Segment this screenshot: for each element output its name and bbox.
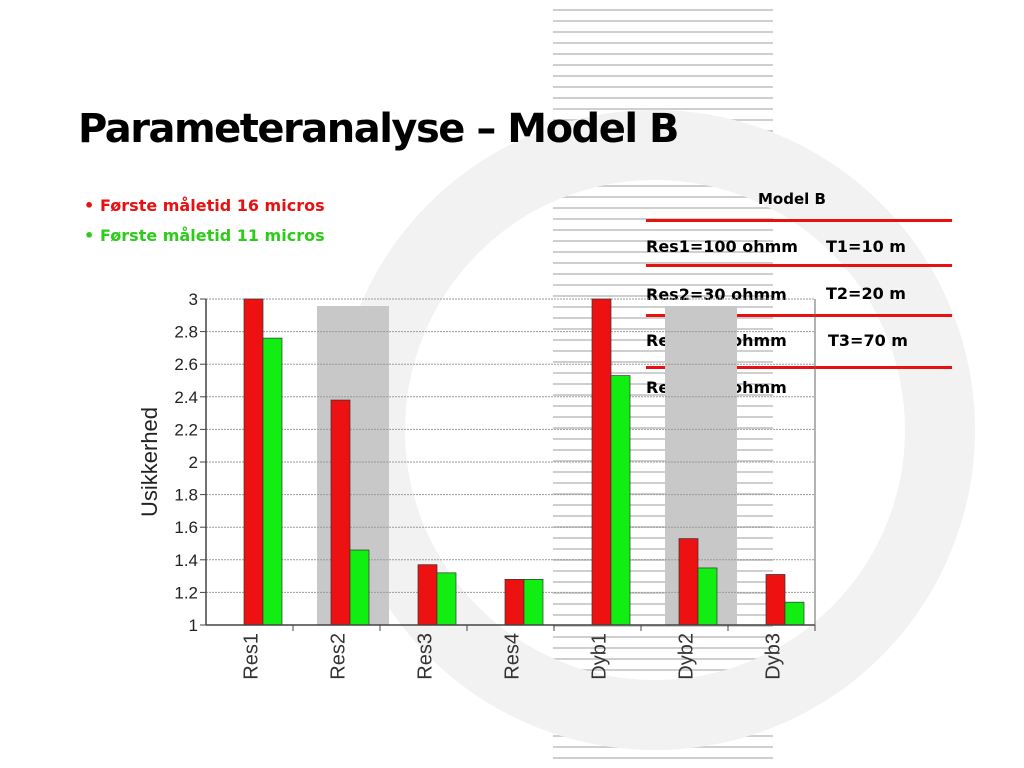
- y-tick-label: 2.2: [174, 420, 198, 439]
- y-axis-label: Usikkerhed: [137, 407, 162, 517]
- y-tick-label: 1: [189, 616, 198, 635]
- bar-res1-series2: [262, 337, 283, 626]
- x-tick-label: Res2: [328, 633, 350, 680]
- bullet-item-red: • Første måletid 16 micros: [84, 194, 325, 224]
- param-t3: T3=70 m: [828, 331, 908, 350]
- bar-res4-series1: [504, 579, 525, 626]
- bar-res3-series2: [436, 572, 457, 626]
- bar-res2-series1: [330, 399, 351, 626]
- y-tick-label: 2.6: [174, 355, 198, 374]
- x-tick-label: Res3: [415, 633, 437, 680]
- bullet-dot: •: [84, 196, 95, 215]
- bar-res2-series2: [349, 549, 370, 626]
- bar-res1-series1: [243, 298, 264, 626]
- bar-dyb2-series2: [697, 567, 718, 626]
- divider-line: [646, 314, 952, 317]
- x-tick-label: Dyb3: [763, 633, 785, 680]
- bullet-dot: •: [84, 226, 95, 245]
- bar-dyb1-series2: [610, 375, 631, 626]
- param-res1: Res1=100 ohmm: [646, 237, 798, 256]
- x-tick-label: Res4: [502, 633, 524, 680]
- x-tick-label: Dyb1: [589, 633, 611, 680]
- y-tick-label: 3: [189, 290, 198, 309]
- param-t2: T2=20 m: [826, 284, 906, 303]
- bullet-item-green: • Første måletid 11 micros: [84, 224, 325, 254]
- bar-dyb2-series1: [678, 538, 699, 626]
- model-params-title: Model B: [758, 190, 826, 208]
- bullet-list: • Første måletid 16 micros • Første måleti…: [84, 194, 325, 254]
- slide-title: Parameteranalyse – Model B: [78, 106, 679, 152]
- y-tick-label: 2.8: [174, 323, 198, 342]
- bar-dyb3-series1: [765, 574, 786, 626]
- x-tick-label: Dyb2: [676, 633, 698, 680]
- bar-res3-series1: [417, 564, 438, 626]
- x-tick-label: Res1: [241, 633, 263, 680]
- y-tick-label: 1.8: [174, 486, 198, 505]
- y-tick-label: 2.4: [174, 388, 198, 407]
- y-tick-label: 2: [189, 453, 198, 472]
- y-tick-label: 1.6: [174, 518, 198, 537]
- bar-res4-series2: [523, 579, 544, 626]
- bar-dyb1-series1: [591, 298, 612, 626]
- y-tick-label: 1.2: [174, 583, 198, 602]
- divider-line: [646, 264, 952, 267]
- y-tick-label: 1.4: [174, 551, 198, 570]
- bullet-text-red: Første måletid 16 micros: [100, 196, 325, 215]
- param-t1: T1=10 m: [826, 237, 906, 256]
- divider-line: [646, 219, 952, 222]
- divider-line: [646, 366, 952, 369]
- bar-dyb3-series2: [784, 601, 805, 626]
- bullet-text-green: Første måletid 11 micros: [100, 226, 325, 245]
